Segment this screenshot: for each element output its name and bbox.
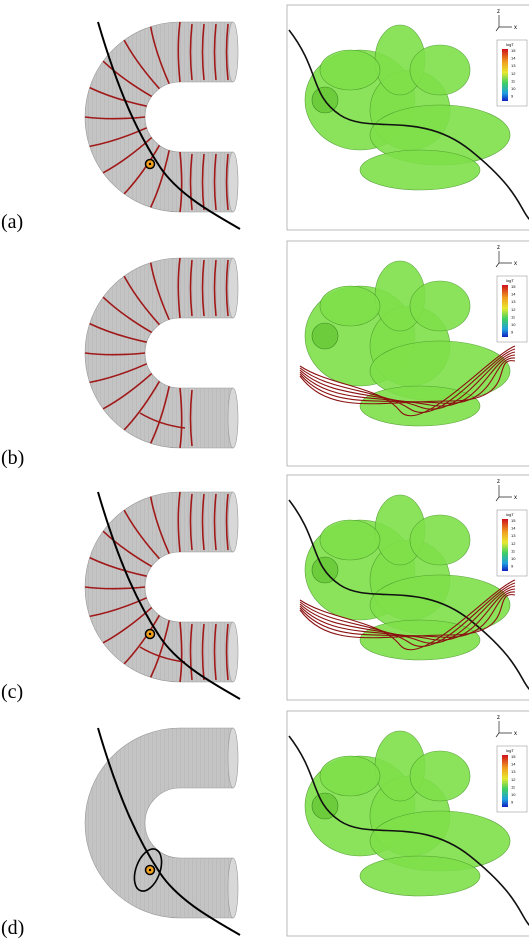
colorbar-title: logT xyxy=(506,42,514,47)
tube-end xyxy=(228,858,238,918)
colorbar-title: logT xyxy=(506,278,514,283)
tube-edge xyxy=(145,318,233,388)
colorbar-tick-label: 13 xyxy=(511,769,516,774)
colorbar xyxy=(502,755,508,807)
colorbar-tick-label: 14 xyxy=(511,762,516,767)
tube-end xyxy=(228,388,238,448)
colorbar-title: logT xyxy=(506,748,514,753)
tube-edge xyxy=(145,552,233,622)
colorbar-tick-label: 12 xyxy=(511,307,516,312)
colorbar-tick-label: 14 xyxy=(511,56,516,61)
colorbar-tick-label: 15 xyxy=(511,518,516,523)
tube-end xyxy=(228,22,238,82)
isosurface-sphere xyxy=(312,323,338,349)
panel-label: (c) xyxy=(1,681,23,703)
axis-label: x xyxy=(514,731,517,737)
colorbar-tick-label: 13 xyxy=(511,533,516,538)
panel: (d)zxlogT1514131211109 xyxy=(1,711,529,939)
colorbar-tick-label: 10 xyxy=(511,792,516,797)
tube-end xyxy=(228,258,238,318)
colorbar xyxy=(502,519,508,571)
tube-edge xyxy=(145,82,233,152)
isosurface xyxy=(410,751,470,801)
colorbar-tick-label: 12 xyxy=(511,777,516,782)
isosurface xyxy=(320,756,380,796)
panel: (b)zxlogT1514131211109 xyxy=(1,241,529,469)
colorbar-tick-label: 14 xyxy=(511,526,516,531)
tube-end xyxy=(228,492,238,552)
colorbar xyxy=(502,285,508,337)
tube-end xyxy=(228,152,238,212)
colorbar-tick-label: 14 xyxy=(511,292,516,297)
null-point-center xyxy=(149,633,151,635)
panel-label: (b) xyxy=(1,447,24,469)
colorbar-tick-label: 13 xyxy=(511,63,516,68)
isosurface xyxy=(320,520,380,560)
isosurface xyxy=(320,286,380,326)
panel-label: (a) xyxy=(1,211,23,233)
isosurface xyxy=(320,50,380,90)
colorbar-tick-label: 12 xyxy=(511,541,516,546)
null-point-center xyxy=(149,163,151,165)
colorbar-tick-label: 15 xyxy=(511,48,516,53)
colorbar-title: logT xyxy=(506,512,514,517)
colorbar-tick-label: 13 xyxy=(511,299,516,304)
figure: (a)zxlogT1514131211109(b)zxlogT151413121… xyxy=(0,0,529,943)
isosurface xyxy=(360,856,480,896)
tube-end xyxy=(228,728,238,788)
tube-edge xyxy=(145,788,233,858)
colorbar-tick-label: 10 xyxy=(511,86,516,91)
axis-label: z xyxy=(497,479,500,485)
colorbar-tick-label: 15 xyxy=(511,284,516,289)
axis-label: x xyxy=(514,25,517,31)
isosurface xyxy=(360,386,480,426)
isosurface xyxy=(410,281,470,331)
colorbar-tick-label: 10 xyxy=(511,556,516,561)
axis-label: z xyxy=(497,245,500,251)
tube-end xyxy=(228,622,238,682)
axis-label: z xyxy=(497,9,500,15)
panel: (c)zxlogT1514131211109 xyxy=(1,475,529,703)
axis-label: x xyxy=(514,261,517,267)
panel-label: (d) xyxy=(1,917,24,939)
colorbar-tick-label: 12 xyxy=(511,71,516,76)
isosurface xyxy=(410,45,470,95)
colorbar-tick-label: 10 xyxy=(511,322,516,327)
isosurface xyxy=(410,515,470,565)
axis-label: x xyxy=(514,495,517,501)
colorbar xyxy=(502,49,508,101)
colorbar-tick-label: 15 xyxy=(511,754,516,759)
axis-label: z xyxy=(497,715,500,721)
isosurface xyxy=(360,620,480,660)
isosurface xyxy=(360,150,480,190)
null-point-center xyxy=(149,869,151,871)
